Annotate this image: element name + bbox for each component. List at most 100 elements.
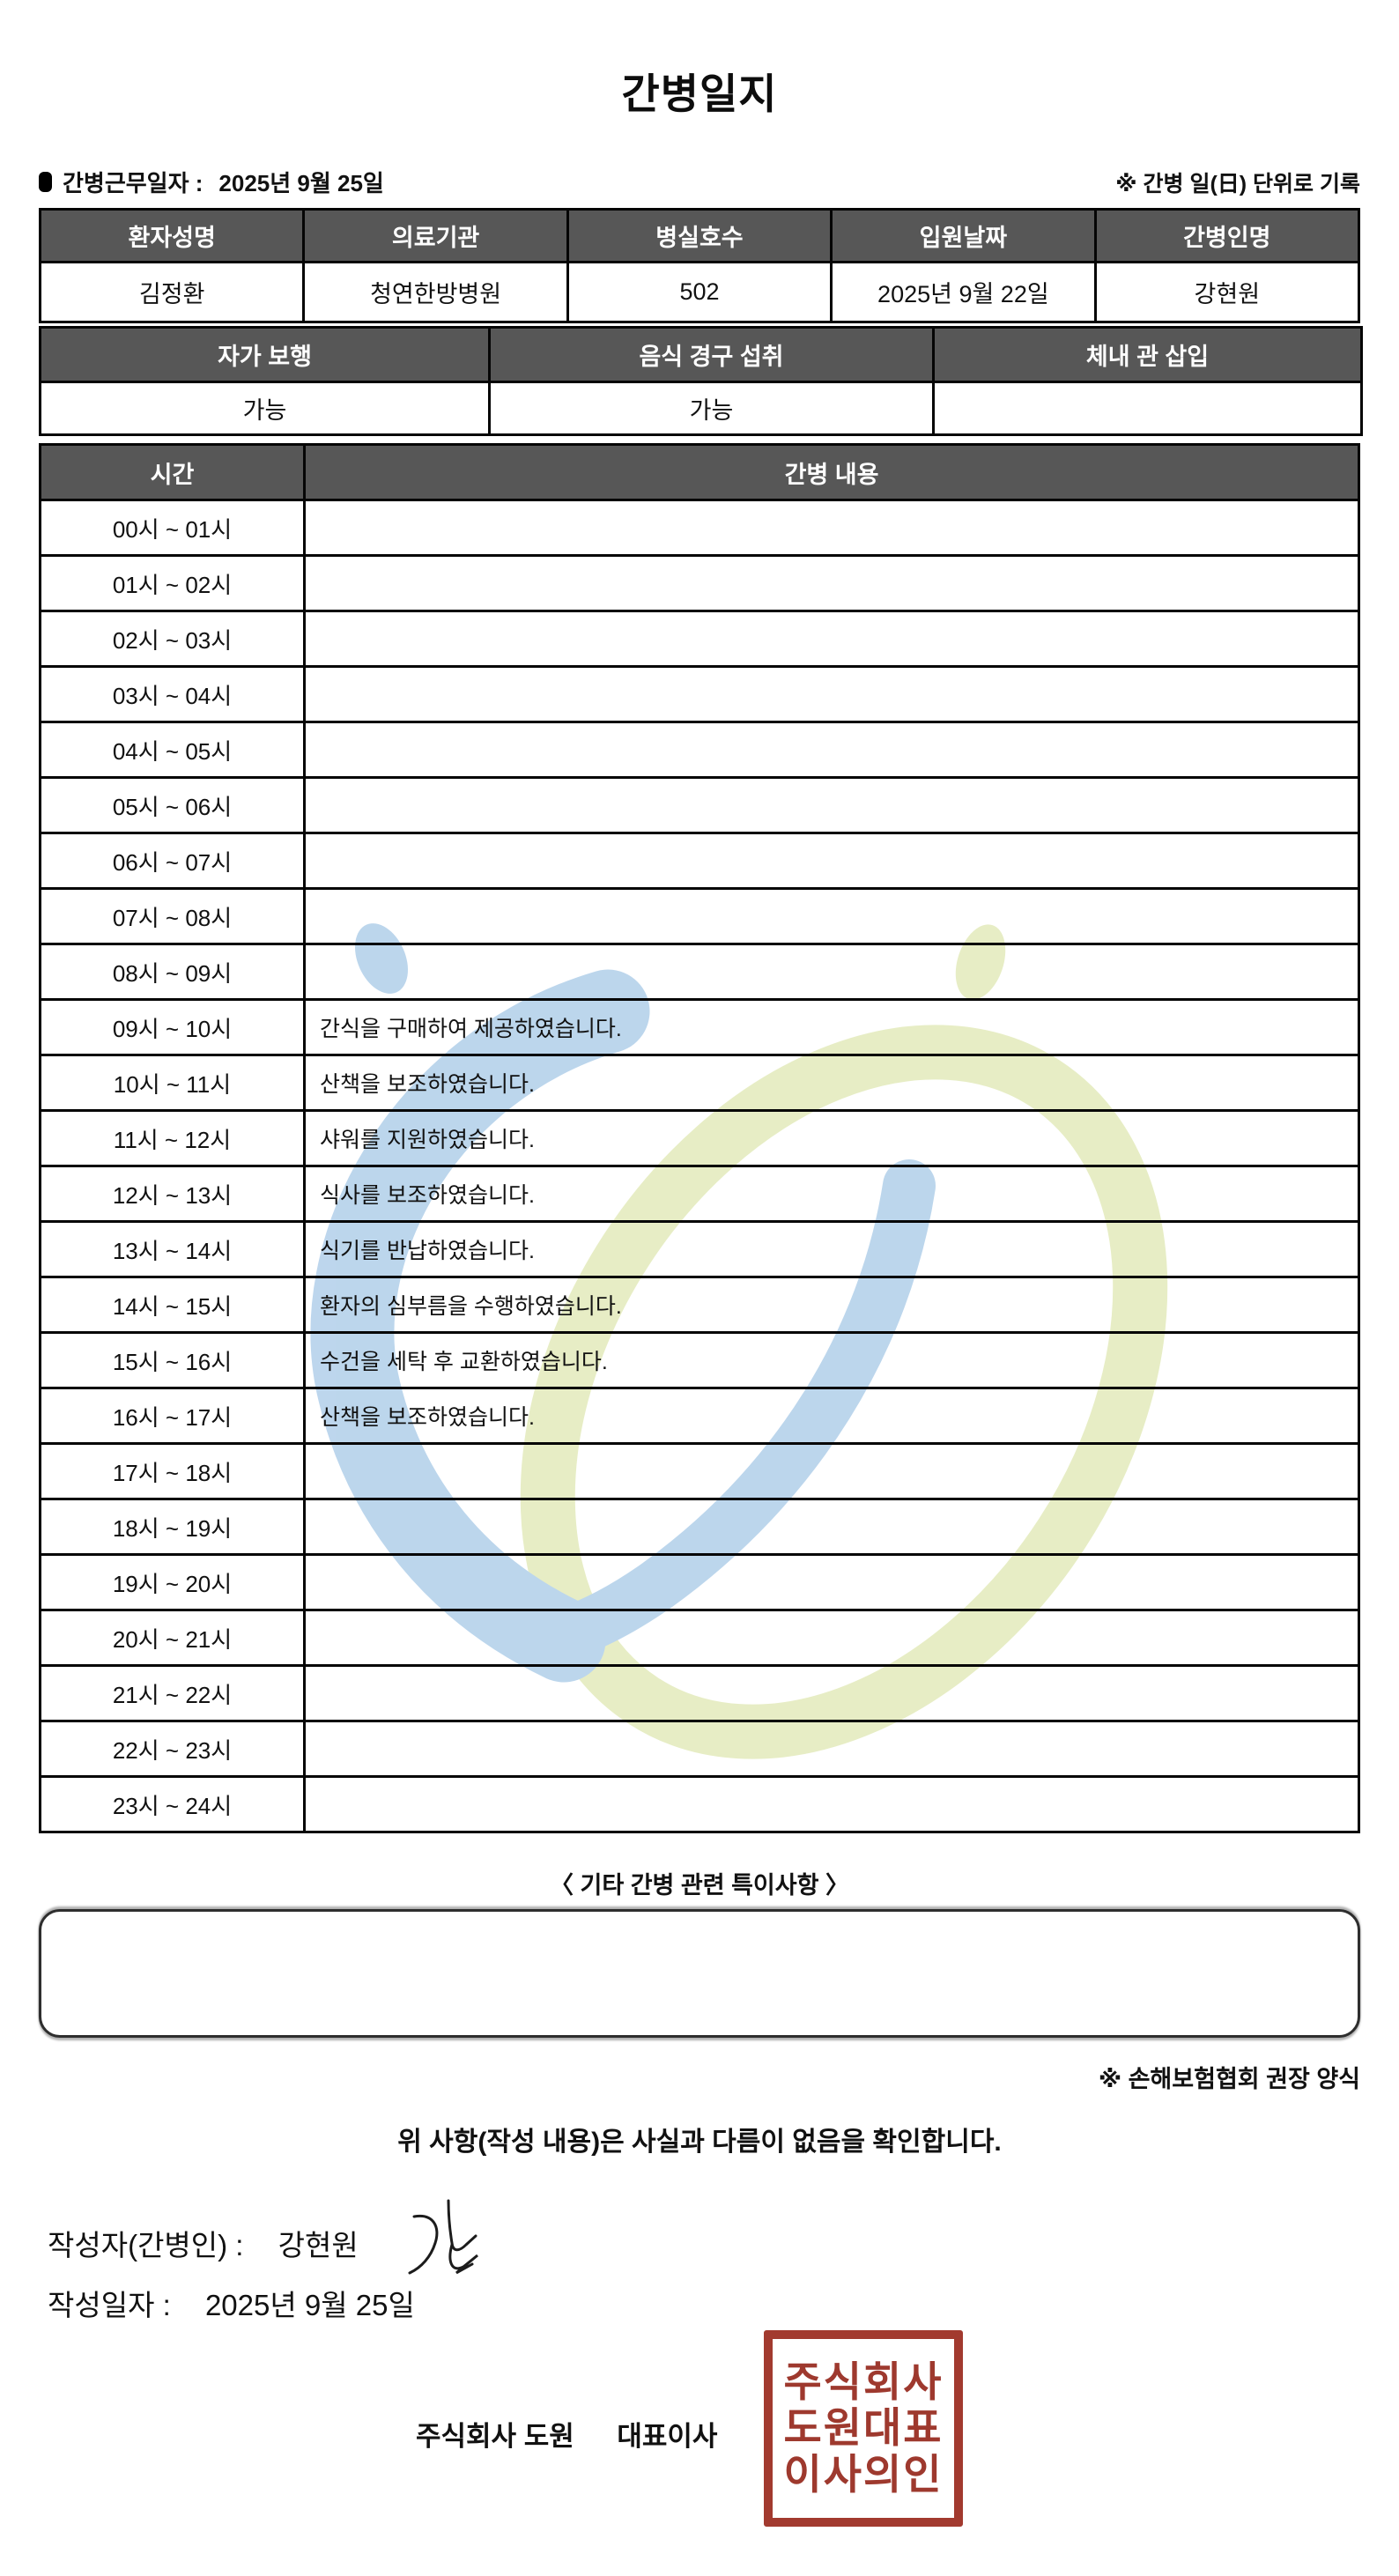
time-range: 03시 ~ 04시: [39, 665, 306, 723]
care-content: 환자의 심부름을 수행하였습니다.: [303, 1276, 1360, 1334]
care-content: [303, 665, 1360, 723]
time-range: 00시 ~ 01시: [39, 499, 306, 557]
care-content: 산책을 보조하였습니다.: [303, 1387, 1360, 1445]
stamp-line: 주식회사: [783, 2358, 944, 2405]
form-note: ※ 손해보험협회 권장 양식: [1098, 2066, 1360, 2092]
time-range: 13시 ~ 14시: [39, 1220, 306, 1278]
handwritten-signature: [408, 2199, 478, 2275]
caregiver-name: 강현원: [1093, 261, 1361, 323]
care-log-row: 18시 ~ 19시: [39, 1498, 1360, 1556]
col-header-admission-date: 입원날짜: [830, 208, 1097, 263]
care-content: [303, 832, 1360, 890]
care-content: [303, 887, 1360, 945]
care-content: 식기를 반납하였습니다.: [303, 1220, 1360, 1278]
room-number: 502: [566, 261, 833, 323]
care-content: [303, 943, 1360, 1001]
col-header-institution: 의료기관: [302, 208, 569, 263]
time-range: 02시 ~ 03시: [39, 610, 306, 668]
care-content: [303, 1720, 1360, 1778]
care-content: [303, 554, 1360, 612]
care-content: [303, 1664, 1360, 1722]
institution-name: 청연한방병원: [302, 261, 569, 323]
col-header-time: 시간: [39, 443, 306, 501]
patient-name: 김정환: [38, 261, 306, 323]
status-header-row: 자가 보행 음식 경구 섭취 체내 관 삽입: [39, 326, 1363, 383]
care-log-row: 23시 ~ 24시: [39, 1775, 1360, 1833]
care-log-row: 12시 ~ 13시 식사를 보조하였습니다.: [39, 1165, 1360, 1223]
written-date-label: 작성일자 :: [48, 2289, 171, 2321]
writer-line: 작성자(간병인) : 강현원: [48, 2222, 359, 2264]
time-range: 21시 ~ 22시: [39, 1664, 306, 1722]
admission-date: 2025년 9월 22일: [830, 261, 1097, 323]
unit-note: ※ 간병 일(日) 단위로 기록: [1115, 171, 1360, 196]
care-content: [303, 776, 1360, 834]
page-title: 간병일지: [621, 70, 778, 117]
col-header-self-walking: 자가 보행: [39, 326, 491, 383]
care-log-row: 05시 ~ 06시: [39, 776, 1360, 834]
care-content: [303, 1553, 1360, 1611]
time-range: 20시 ~ 21시: [39, 1609, 306, 1667]
time-range: 09시 ~ 10시: [39, 998, 306, 1056]
patient-info-table: 환자성명 의료기관 병실호수 입원날짜 간병인명 김정환 청연한방병원 502 …: [38, 208, 1361, 323]
time-range: 04시 ~ 05시: [39, 721, 306, 779]
time-range: 17시 ~ 18시: [39, 1442, 306, 1500]
writer-name: 강현원: [278, 2229, 359, 2261]
time-range: 11시 ~ 12시: [39, 1109, 306, 1167]
time-range: 07시 ~ 08시: [39, 887, 306, 945]
care-content: [303, 1498, 1360, 1556]
care-content: 산책을 보조하였습니다.: [303, 1054, 1360, 1112]
care-log-row: 02시 ~ 03시: [39, 610, 1360, 668]
care-log-row: 17시 ~ 18시: [39, 1442, 1360, 1500]
work-date-value: 2025년 9월 25일: [218, 170, 384, 196]
col-header-room: 병실호수: [566, 208, 833, 263]
care-log-row: 06시 ~ 07시: [39, 832, 1360, 890]
care-log-row: 07시 ~ 08시: [39, 887, 1360, 945]
notes-box: [39, 1909, 1360, 2038]
time-range: 01시 ~ 02시: [39, 554, 306, 612]
care-log-row: 19시 ~ 20시: [39, 1553, 1360, 1611]
time-range: 19시 ~ 20시: [39, 1553, 306, 1611]
care-log-row: 11시 ~ 12시 샤워를 지원하였습니다.: [39, 1109, 1360, 1167]
care-content: [303, 1609, 1360, 1667]
care-log-row: 20시 ~ 21시: [39, 1609, 1360, 1667]
work-date-line: 간병근무일자 : 2025년 9월 25일: [39, 166, 384, 198]
care-content: [303, 1775, 1360, 1833]
notes-heading: 〈 기타 간병 관련 특이사항 〉: [550, 1872, 849, 1899]
col-header-oral-intake: 음식 경구 섭취: [488, 326, 935, 383]
corporate-seal-stamp: 주식회사 도원대표 이사의인: [764, 2330, 963, 2527]
tube-insert-value: [932, 381, 1363, 436]
care-content: [303, 499, 1360, 557]
time-range: 08시 ~ 09시: [39, 943, 306, 1001]
written-date-value: 2025년 9월 25일: [204, 2289, 415, 2321]
time-range: 12시 ~ 13시: [39, 1165, 306, 1223]
care-log-table: 시간 간병 내용 00시 ~ 01시 01시 ~ 02시 02시 ~ 03시 0…: [39, 443, 1360, 1833]
care-log-row: 00시 ~ 01시: [39, 499, 1360, 557]
company-line: 주식회사 도원 대표이사: [416, 2414, 717, 2454]
care-log-header-row: 시간 간병 내용: [39, 443, 1360, 501]
care-content: [303, 1442, 1360, 1500]
work-date-label: 간병근무일자 :: [63, 170, 204, 196]
stamp-line: 이사의인: [783, 2450, 944, 2498]
writer-label: 작성자(간병인) :: [48, 2229, 244, 2261]
time-range: 23시 ~ 24시: [39, 1775, 306, 1833]
care-log-row: 22시 ~ 23시: [39, 1720, 1360, 1778]
care-log-row: 08시 ~ 09시: [39, 943, 1360, 1001]
time-range: 14시 ~ 15시: [39, 1276, 306, 1334]
care-log-row: 13시 ~ 14시 식기를 반납하였습니다.: [39, 1220, 1360, 1278]
care-log-row: 04시 ~ 05시: [39, 721, 1360, 779]
time-range: 22시 ~ 23시: [39, 1720, 306, 1778]
time-range: 16시 ~ 17시: [39, 1387, 306, 1445]
time-range: 10시 ~ 11시: [39, 1054, 306, 1112]
confirmation-statement: 위 사항(작성 내용)은 사실과 다름이 없음을 확인합니다.: [397, 2128, 1002, 2157]
col-header-patient-name: 환자성명: [38, 208, 306, 263]
care-log-row: 21시 ~ 22시: [39, 1664, 1360, 1722]
care-content: 샤워를 지원하였습니다.: [303, 1109, 1360, 1167]
col-header-tube-insert: 체내 관 삽입: [932, 326, 1363, 383]
care-content: [303, 610, 1360, 668]
patient-value-row: 김정환 청연한방병원 502 2025년 9월 22일 강현원: [38, 261, 1361, 323]
oral-intake-value: 가능: [488, 381, 935, 436]
care-log-row: 14시 ~ 15시 환자의 심부름을 수행하였습니다.: [39, 1276, 1360, 1334]
written-date-line: 작성일자 : 2025년 9월 25일: [48, 2282, 415, 2324]
care-content: 수건을 세탁 후 교환하였습니다.: [303, 1331, 1360, 1389]
